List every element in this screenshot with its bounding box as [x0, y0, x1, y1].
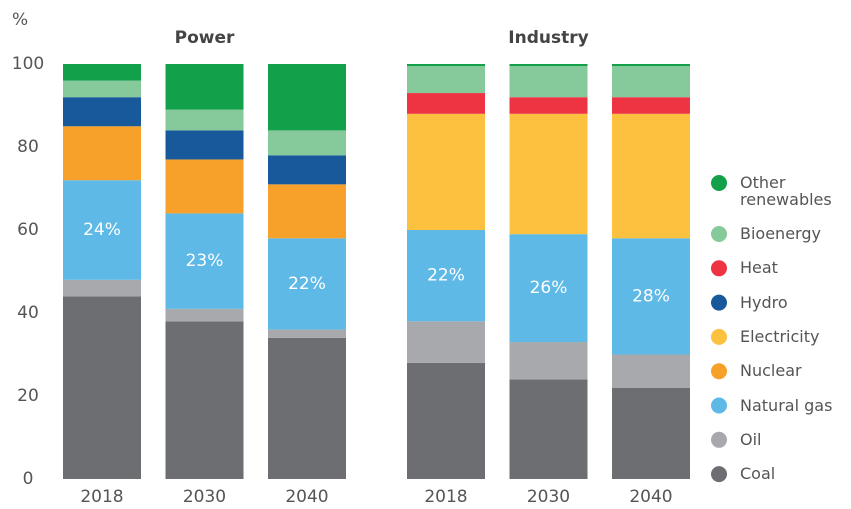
- y-tick-label: 80: [17, 137, 39, 157]
- bar-segment: [63, 296, 141, 479]
- bar-segment: [268, 130, 346, 156]
- bar-segment: [509, 342, 588, 380]
- bar-segment: [612, 66, 690, 98]
- bar-segment: [509, 97, 588, 114]
- bar-segment: [165, 159, 244, 214]
- bar-segment: [165, 308, 244, 322]
- value-label: 26%: [530, 278, 568, 298]
- legend-label: Heat: [740, 258, 778, 278]
- bar-segment: [165, 321, 244, 479]
- legend-label: Natural gas: [740, 395, 833, 415]
- bar-segment: [612, 238, 690, 355]
- x-tick-label: 2040: [629, 487, 672, 507]
- legend-label: Oil: [740, 429, 762, 449]
- x-tick-label: 2030: [527, 487, 570, 507]
- x-tick-label: 2018: [80, 487, 123, 507]
- bar-segment: [165, 109, 244, 131]
- legend-marker: [711, 431, 727, 448]
- bar-segment: [612, 113, 690, 239]
- value-label: 28%: [632, 286, 670, 306]
- bar-segment: [509, 113, 588, 235]
- legend-marker: [711, 466, 727, 483]
- y-tick-label: 100: [12, 54, 44, 74]
- bar-segment: [268, 238, 346, 330]
- legend-marker: [711, 260, 727, 277]
- bar-segment: [268, 155, 346, 185]
- legend-marker: [711, 294, 727, 311]
- legend-label: Electricity: [740, 326, 820, 346]
- bar-segment: [407, 362, 485, 479]
- bar-segment: [509, 379, 588, 479]
- legend-marker: [711, 397, 727, 414]
- y-tick-label: 0: [23, 469, 34, 489]
- y-tick-label: 40: [17, 303, 39, 323]
- value-label: 22%: [427, 266, 465, 286]
- legend-marker: [711, 226, 727, 242]
- legend-marker: [711, 328, 727, 345]
- y-tick-label: 20: [17, 386, 39, 406]
- value-label: 22%: [288, 274, 326, 294]
- bar-segment: [63, 97, 141, 127]
- legend-marker: [711, 363, 727, 380]
- legend-label: Other renewables: [740, 173, 832, 209]
- x-tick-label: 2030: [183, 487, 226, 507]
- bar-segment: [407, 64, 485, 67]
- legend-label: Coal: [740, 464, 776, 484]
- y-tick-label: 60: [17, 220, 39, 240]
- bar-segment: [407, 230, 485, 322]
- x-tick-label: 2040: [285, 487, 328, 507]
- bar-segment: [63, 126, 141, 181]
- value-label: 24%: [83, 220, 121, 240]
- bar-segment: [165, 64, 244, 110]
- bar-segment: [407, 66, 485, 94]
- value-label: 23%: [186, 251, 224, 271]
- bar-segment: [165, 213, 244, 309]
- bar-segment: [407, 321, 485, 363]
- group-title: Industry: [508, 28, 588, 48]
- bar-segment: [268, 64, 346, 131]
- bar-segment: [612, 387, 690, 479]
- bar-segment: [612, 354, 690, 388]
- bar-segment: [63, 180, 141, 280]
- bar-segment: [509, 64, 588, 67]
- x-tick-label: 2018: [424, 487, 467, 507]
- bar-segment: [509, 234, 588, 343]
- legend-label: Hydro: [740, 292, 788, 312]
- legend-label: Nuclear: [740, 361, 802, 381]
- bar-segment: [612, 97, 690, 114]
- bar-segment: [612, 64, 690, 67]
- bar-segment: [268, 329, 346, 338]
- bar-segment: [268, 337, 346, 479]
- legend-label: Bioenergy: [740, 224, 821, 243]
- bar-segment: [407, 113, 485, 230]
- bar-segment: [165, 130, 244, 160]
- bar-segment: [63, 80, 141, 98]
- bar-segment: [268, 184, 346, 239]
- group-title: Power: [175, 28, 235, 48]
- y-axis-label: %: [12, 10, 28, 30]
- bar-segment: [509, 66, 588, 98]
- bar-segment: [407, 93, 485, 114]
- bar-segment: [63, 64, 141, 81]
- legend-marker: [711, 175, 727, 191]
- bar-segment: [63, 279, 141, 297]
